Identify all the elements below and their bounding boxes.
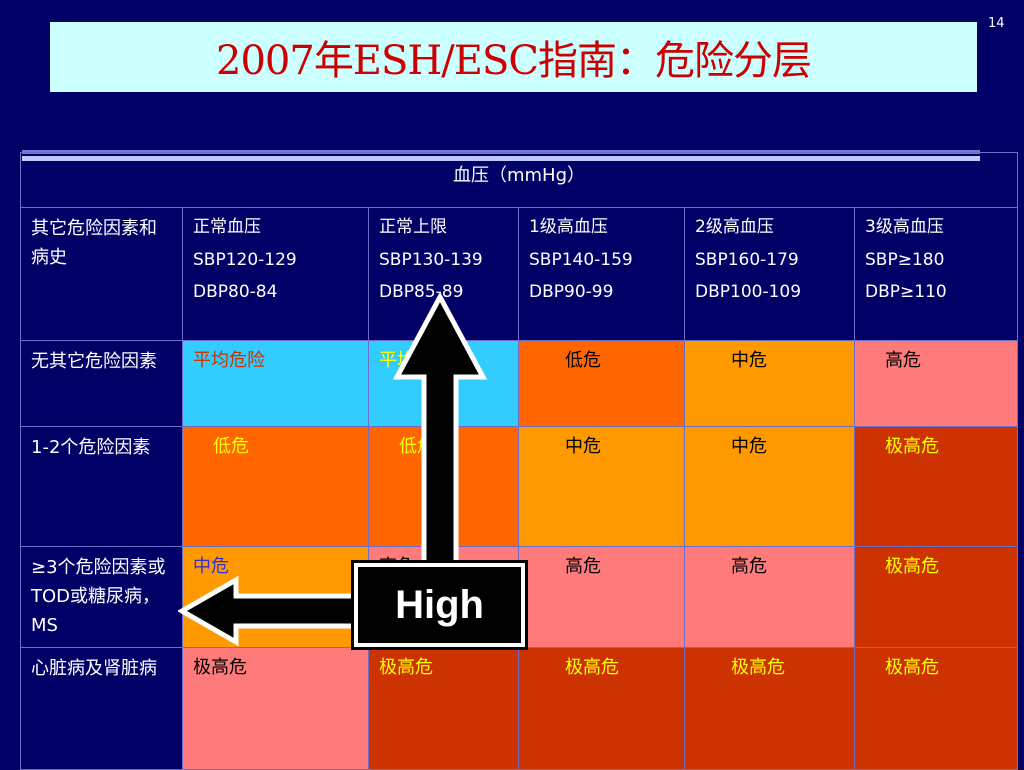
column-dbp: DBP≥110 [865,282,947,303]
risk-cell: 极高危 [854,545,1018,649]
risk-cell: 高危 [684,545,855,649]
risk-cell: 极高危 [684,647,855,770]
column-dbp: DBP100-109 [695,282,802,303]
corner-label: 其它危险因素和病史 [20,207,183,341]
risk-cell: 低危 [518,340,685,427]
column-category: 3级高血压 [865,217,944,237]
slide-title: 2007年ESH/ESC指南：危险分层 [216,38,812,84]
column-header-grade-2: 2级高血压 SBP160-179 DBP100-109 [684,207,855,341]
risk-stratification-table: 血压（mmHg） 其它危险因素和病史 正常血压 SBP120-129 DBP80… [20,152,1018,770]
slide-title-box: 2007年ESH/ESC指南：危险分层 [50,22,977,92]
row-label: 1-2个危险因素 [20,426,183,547]
column-category: 1级高血压 [529,217,608,237]
table-row: 心脏病及肾脏病 极高危 极高危 极高危 极高危 极高危 [20,647,1018,770]
row-label: 无其它危险因素 [20,340,183,427]
column-dbp: DBP80-84 [193,282,278,303]
arrow-up-icon [393,293,487,565]
column-category: 正常上限 [379,217,447,237]
table-header-row: 血压（mmHg） [20,152,1018,208]
row-label: 心脏病及肾脏病 [20,647,183,770]
column-dbp: DBP90-99 [529,282,614,303]
arrow-left-icon [178,576,358,646]
page-number: 14 [988,16,1005,31]
column-header-grade-1: 1级高血压 SBP140-159 DBP90-99 [518,207,685,341]
risk-cell: 极高危 [518,647,685,770]
high-label-box: High [351,560,528,650]
table-row: 无其它危险因素 平均危险 平均危险 低危 中危 高危 [20,340,1018,427]
column-category: 正常血压 [193,217,261,237]
risk-cell: 极高危 [854,647,1018,770]
risk-cell: 中危 [684,426,855,547]
column-category: 2级高血压 [695,217,774,237]
risk-cell: 低危 [182,426,369,547]
risk-cell: 极高危 [368,647,519,770]
row-label: ≥3个危险因素或TOD或糖尿病，MS [20,545,183,649]
risk-cell: 平均危险 [182,340,369,427]
table-row: 1-2个危险因素 低危 低危 中危 中危 极高危 [20,426,1018,547]
column-sbp: SBP120-129 [193,249,297,270]
column-sbp: SBP140-159 [529,249,633,270]
column-sbp: SBP160-179 [695,249,799,270]
column-sbp: SBP130-139 [379,249,483,270]
risk-cell: 极高危 [182,647,369,770]
risk-cell: 高危 [518,545,685,649]
risk-cell: 中危 [518,426,685,547]
risk-cell: 高危 [854,340,1018,427]
risk-cell: 极高危 [854,426,1018,547]
column-header-normal: 正常血压 SBP120-129 DBP80-84 [182,207,369,341]
table-row: 其它危险因素和病史 正常血压 SBP120-129 DBP80-84 正常上限 … [20,207,1018,341]
column-header-grade-3: 3级高血压 SBP≥180 DBP≥110 [854,207,1018,341]
blood-pressure-header: 血压（mmHg） [20,152,1018,208]
risk-cell: 中危 [684,340,855,427]
column-sbp: SBP≥180 [865,249,945,270]
